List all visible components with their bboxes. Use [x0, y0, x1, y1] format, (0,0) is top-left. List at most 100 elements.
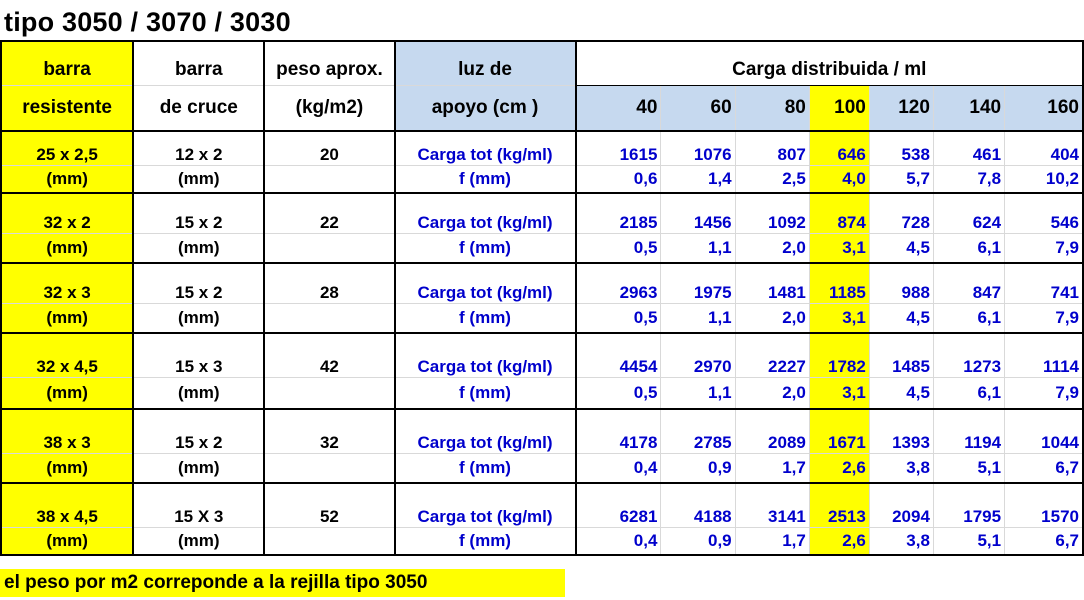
carga-value: 1782 [808, 332, 870, 378]
resistente-size: 32 x 2 [0, 192, 134, 234]
f-value: 1,1 [660, 376, 736, 410]
resistente-size: 32 x 3 [0, 262, 134, 304]
carga-value: 988 [868, 262, 934, 304]
carga-value: 1185 [808, 262, 870, 304]
cruce-size: 15 X 3 [132, 482, 265, 528]
f-value: 2,6 [808, 526, 870, 556]
carga-value: 1194 [932, 408, 1006, 454]
f-value: 0,5 [574, 232, 662, 264]
carga-value: 3141 [734, 482, 810, 528]
carga-value: 1615 [574, 130, 662, 166]
f-value: 0,5 [574, 376, 662, 410]
span-header: 80 [734, 84, 810, 132]
cruce-unit: (mm) [132, 452, 265, 484]
carga-value: 6281 [574, 482, 662, 528]
header-cruce-2: de cruce [132, 84, 265, 132]
carga-value: 741 [1004, 262, 1084, 304]
resistente-size: 25 x 2,5 [0, 130, 134, 166]
carga-value: 874 [808, 192, 870, 234]
f-value: 7,9 [1004, 302, 1084, 334]
carga-label: Carga tot (kg/ml) [393, 262, 577, 304]
carga-value: 807 [734, 130, 810, 166]
resistente-unit: (mm) [0, 452, 134, 484]
cruce-size: 15 x 2 [132, 262, 265, 304]
cruce-unit: (mm) [132, 376, 265, 410]
peso-value: 22 [263, 192, 396, 234]
carga-value: 1795 [932, 482, 1006, 528]
cruce-size: 15 x 2 [132, 408, 265, 454]
f-value: 2,0 [734, 232, 810, 264]
f-value: 10,2 [1004, 164, 1084, 194]
f-value: 0,4 [574, 526, 662, 556]
f-label: f (mm) [393, 232, 577, 264]
f-value: 7,9 [1004, 376, 1084, 410]
f-label: f (mm) [393, 376, 577, 410]
peso-value: 28 [263, 262, 396, 304]
f-value: 3,1 [808, 232, 870, 264]
carga-value: 1393 [868, 408, 934, 454]
header-peso-2: (kg/m2) [263, 84, 396, 132]
carga-value: 624 [932, 192, 1006, 234]
carga-value: 728 [868, 192, 934, 234]
f-value: 2,5 [734, 164, 810, 194]
carga-value: 404 [1004, 130, 1084, 166]
carga-value: 2970 [660, 332, 736, 378]
f-value: 1,7 [734, 526, 810, 556]
carga-label: Carga tot (kg/ml) [393, 482, 577, 528]
footnote: el peso por m2 correponde a la rejilla t… [0, 569, 565, 597]
f-value: 3,1 [808, 376, 870, 410]
f-value: 1,1 [660, 302, 736, 334]
carga-value: 538 [868, 130, 934, 166]
f-value: 3,1 [808, 302, 870, 334]
sheet-title: tipo 3050 / 3070 / 3030 [4, 7, 291, 37]
f-value: 6,1 [932, 376, 1006, 410]
cruce-size: 15 x 2 [132, 192, 265, 234]
carga-label: Carga tot (kg/ml) [393, 408, 577, 454]
f-value: 4,5 [868, 376, 934, 410]
f-value: 0,5 [574, 302, 662, 334]
carga-value: 2089 [734, 408, 810, 454]
peso-blank [263, 232, 396, 264]
f-value: 1,1 [660, 232, 736, 264]
carga-value: 1456 [660, 192, 736, 234]
f-label: f (mm) [393, 526, 577, 556]
peso-blank [263, 452, 396, 484]
f-value: 1,4 [660, 164, 736, 194]
header-cruce-1: barra [132, 40, 265, 86]
f-value: 4,5 [868, 302, 934, 334]
cruce-unit: (mm) [132, 526, 265, 556]
carga-value: 847 [932, 262, 1006, 304]
carga-value: 1481 [734, 262, 810, 304]
f-value: 0,9 [660, 526, 736, 556]
carga-value: 2094 [868, 482, 934, 528]
f-value: 3,8 [868, 452, 934, 484]
span-header: 140 [932, 84, 1006, 132]
carga-label: Carga tot (kg/ml) [393, 192, 577, 234]
carga-value: 1076 [660, 130, 736, 166]
peso-value: 52 [263, 482, 396, 528]
peso-blank [263, 526, 396, 556]
cruce-size: 15 x 3 [132, 332, 265, 378]
f-value: 2,0 [734, 302, 810, 334]
resistente-size: 38 x 4,5 [0, 482, 134, 528]
f-label: f (mm) [393, 302, 577, 334]
resistente-unit: (mm) [0, 164, 134, 194]
header-luz-2: apoyo (cm ) [393, 84, 577, 132]
carga-value: 1044 [1004, 408, 1084, 454]
resistente-size: 38 x 3 [0, 408, 134, 454]
f-value: 1,7 [734, 452, 810, 484]
cruce-unit: (mm) [132, 232, 265, 264]
peso-value: 20 [263, 130, 396, 166]
resistente-unit: (mm) [0, 376, 134, 410]
carga-value: 1485 [868, 332, 934, 378]
carga-value: 546 [1004, 192, 1084, 234]
f-value: 4,5 [868, 232, 934, 264]
carga-value: 1671 [808, 408, 870, 454]
carga-value: 4454 [574, 332, 662, 378]
carga-value: 461 [932, 130, 1006, 166]
carga-value: 2513 [808, 482, 870, 528]
peso-value: 42 [263, 332, 396, 378]
header-peso-1: peso aprox. [263, 40, 396, 86]
f-value: 7,8 [932, 164, 1006, 194]
peso-blank [263, 164, 396, 194]
